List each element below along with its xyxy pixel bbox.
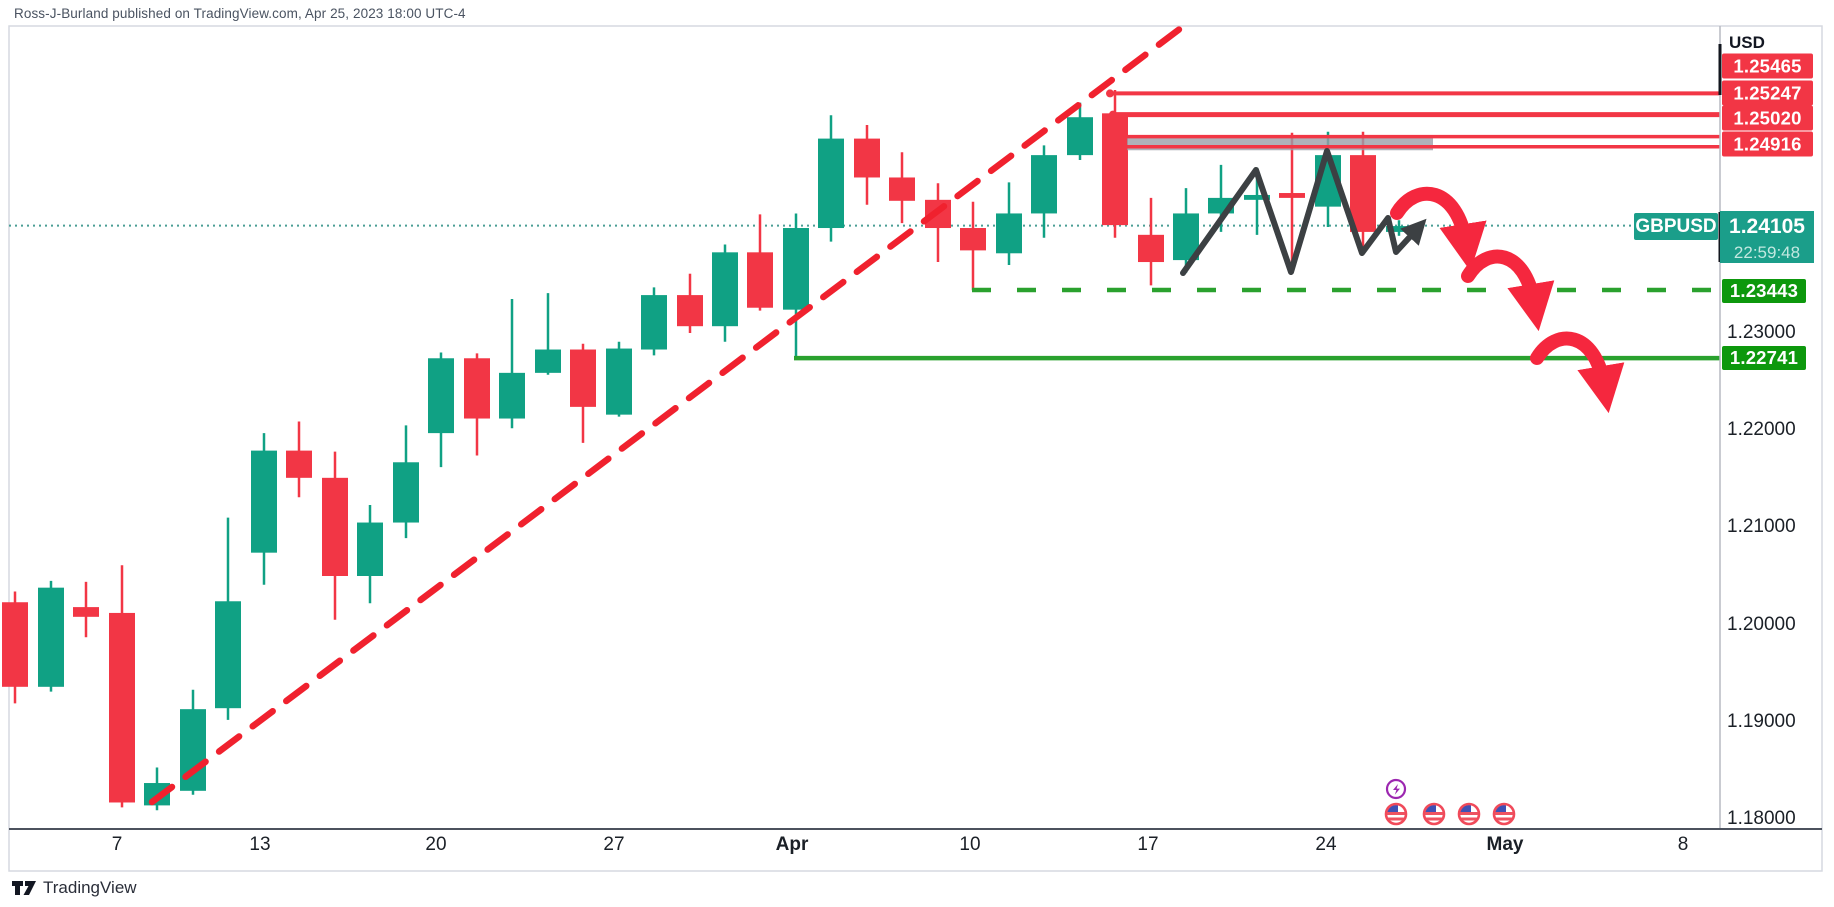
candle-body (428, 358, 454, 434)
support-price-label: 1.23443 (1722, 279, 1806, 303)
tradingview-logo[interactable]: TradingView (12, 878, 137, 898)
candle-body (2, 602, 28, 687)
last-price-label: 1.24105 (1720, 211, 1814, 242)
candle-body (251, 450, 277, 553)
time-tick-label: 20 (425, 834, 447, 855)
candle-body (357, 522, 383, 576)
candle-body (854, 138, 880, 178)
candle-body (286, 450, 312, 478)
us-flag-event-icon[interactable] (1422, 802, 1446, 826)
candle-body (960, 228, 986, 251)
time-tick-label: 24 (1315, 834, 1337, 855)
price-tick-label: 1.18000 (1727, 808, 1796, 829)
time-tick-label: 10 (959, 834, 981, 855)
candle-body (641, 295, 667, 350)
us-flag-event-icon[interactable] (1492, 802, 1516, 826)
candle-body (606, 348, 632, 415)
candle-body (889, 177, 915, 201)
candle-body (1244, 194, 1270, 200)
us-flag-event-icon[interactable] (1384, 802, 1408, 826)
ticker-symbol-label: GBPUSD (1634, 213, 1718, 240)
resistance-line-anchor-dot[interactable] (1106, 89, 1114, 98)
candle-body (996, 213, 1022, 254)
resistance-line-anchor-dot[interactable] (1109, 110, 1117, 119)
resistance-price-label: 1.25465 (1722, 53, 1813, 79)
candle-body (535, 349, 561, 373)
candle-body (677, 295, 703, 327)
bearish-curved-arrow[interactable] (1461, 249, 1555, 332)
currency-axis-label: USD (1729, 33, 1765, 52)
zigzag-projection-arrow[interactable] (1180, 148, 1427, 276)
price-tick-label: 1.21000 (1727, 516, 1796, 538)
time-tick-label: 7 (111, 834, 123, 855)
tradingview-logo-icon (12, 881, 36, 895)
price-tick-label: 1.20000 (1727, 613, 1796, 635)
time-tick-label: 13 (249, 834, 271, 855)
candle-body (818, 138, 844, 229)
price-tick-label: 1.19000 (1727, 710, 1796, 732)
candle-body (322, 477, 348, 576)
time-tick-label: 27 (603, 834, 625, 855)
candle-body (1279, 193, 1305, 198)
bearish-curved-arrow[interactable] (1530, 331, 1625, 414)
bearish-curved-arrow[interactable] (1390, 186, 1487, 272)
candle-body (1350, 155, 1376, 232)
candle-body (1031, 155, 1057, 214)
candle-body (1067, 117, 1093, 156)
candle-body (499, 372, 525, 419)
candle-body (393, 462, 419, 523)
candle-body (1102, 113, 1128, 226)
candle-body (464, 358, 490, 419)
resistance-price-label: 1.25247 (1722, 80, 1813, 106)
resistance-price-label: 1.25020 (1722, 105, 1813, 131)
bar-countdown-timer: 22:59:48 (1720, 242, 1814, 263)
candle-body (109, 612, 135, 803)
time-tick-label: Apr (775, 834, 809, 855)
us-flag-event-icon[interactable] (1457, 802, 1481, 826)
attribution-text: Ross-J-Burland published on TradingView.… (14, 6, 466, 21)
lightning-event-icon[interactable] (1385, 778, 1407, 800)
candle-body (73, 607, 99, 617)
candle-body (1386, 226, 1412, 232)
tradingview-logo-text: TradingView (43, 878, 137, 897)
time-tick-label: 17 (1137, 834, 1159, 855)
time-tick-label: 8 (1677, 834, 1689, 855)
candle-body (747, 252, 773, 308)
price-tick-label: 1.23000 (1727, 322, 1796, 343)
candle-body (38, 587, 64, 687)
ascending-trendline-dashed[interactable] (148, 21, 1189, 806)
candle-body (1138, 234, 1164, 263)
candle-body (712, 252, 738, 327)
time-tick-label: May (1486, 834, 1524, 855)
price-tick-label: 1.22000 (1727, 419, 1796, 441)
support-price-label: 1.22741 (1722, 346, 1806, 370)
candle-body (570, 349, 596, 407)
economic-events-group[interactable] (1384, 778, 1516, 826)
resistance-price-label: 1.24916 (1722, 131, 1813, 157)
candle-body (783, 228, 809, 310)
chart-border (8, 25, 1823, 872)
candle-body (215, 601, 241, 709)
